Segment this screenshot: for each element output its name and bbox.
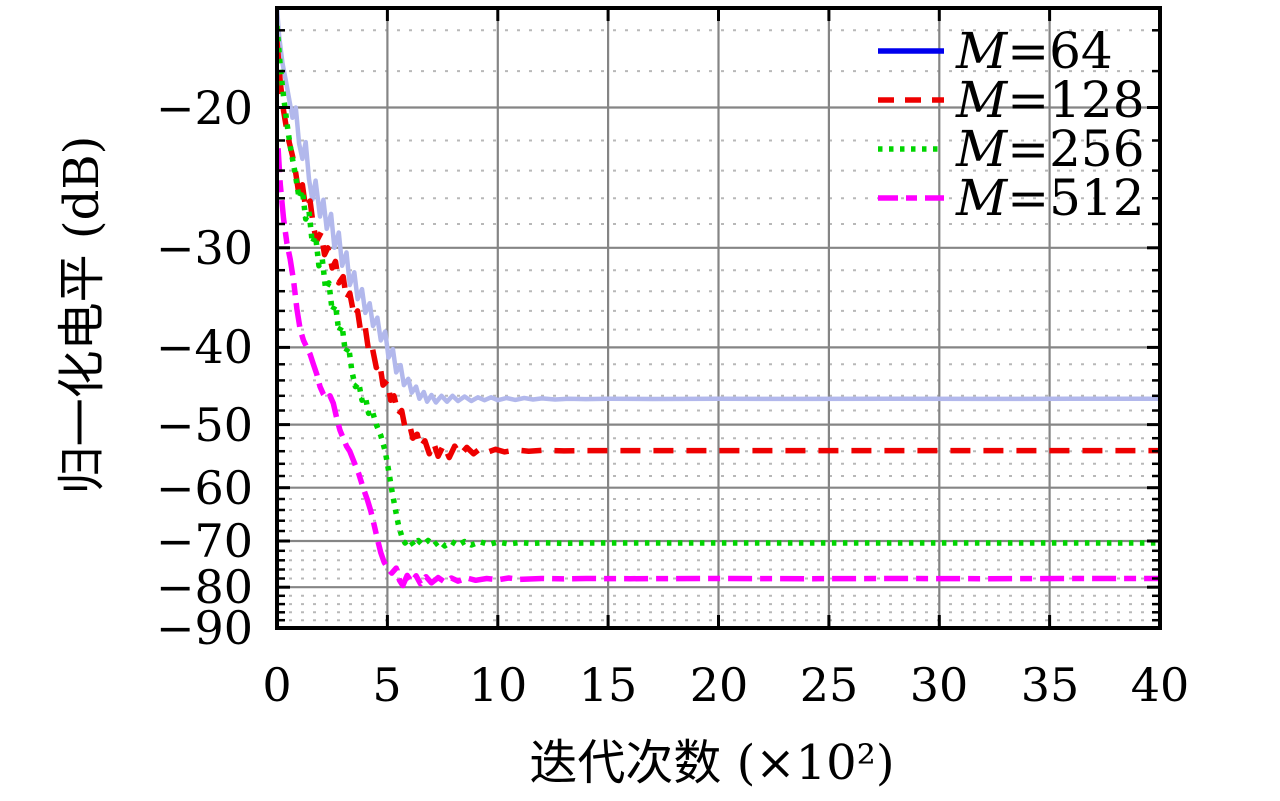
y-tick-label: −70: [155, 514, 253, 568]
series-line-128: [277, 40, 1160, 461]
legend-label-var: M: [956, 71, 1008, 129]
x-tick-label: 30: [909, 658, 969, 712]
legend-label-64: M=64: [956, 22, 1113, 80]
x-tick-label: 0: [262, 658, 292, 712]
legend-label-var: M: [956, 22, 1008, 80]
y-axis-title: 归一化电平 (dB): [54, 135, 110, 495]
x-tick-label: 35: [1020, 658, 1080, 712]
legend-swatches: [878, 48, 944, 201]
legend-label-var: M: [956, 120, 1008, 178]
x-tick-label: 40: [1130, 658, 1190, 712]
series-line-512: [277, 148, 1160, 589]
x-tick-label: 10: [468, 658, 528, 712]
plot-frame: [275, 6, 1162, 630]
x-tick-label: 15: [578, 658, 638, 712]
major-gridlines: [277, 8, 1160, 628]
legend-label-256: M=256: [956, 120, 1145, 178]
legend-label-var: M: [956, 169, 1008, 227]
legend-label-512: M=512: [956, 169, 1145, 227]
data-series: [277, 8, 1160, 589]
legend-label-value: =512: [1007, 169, 1145, 227]
y-tick-label: −80: [155, 560, 253, 614]
y-tick-label: −20: [155, 81, 253, 135]
y-tick-label: −60: [155, 461, 253, 515]
y-tick-label: −30: [155, 221, 253, 275]
series-line-64: [277, 8, 1160, 405]
series-line-256: [277, 25, 1160, 549]
y-tick-label: −40: [155, 320, 253, 374]
x-axis-title: 迭代次数 (×10²): [529, 735, 895, 791]
legend-label-value: =64: [1007, 22, 1113, 80]
legend-label-128: M=128: [956, 71, 1145, 129]
x-tick-label: 20: [689, 658, 749, 712]
y-tick-label: −90: [155, 601, 253, 655]
legend-label-value: =256: [1007, 120, 1145, 178]
x-tick-label: 5: [372, 658, 402, 712]
y-tick-label: −50: [155, 398, 253, 452]
legend-label-value: =128: [1007, 71, 1145, 129]
x-tick-label: 25: [799, 658, 859, 712]
